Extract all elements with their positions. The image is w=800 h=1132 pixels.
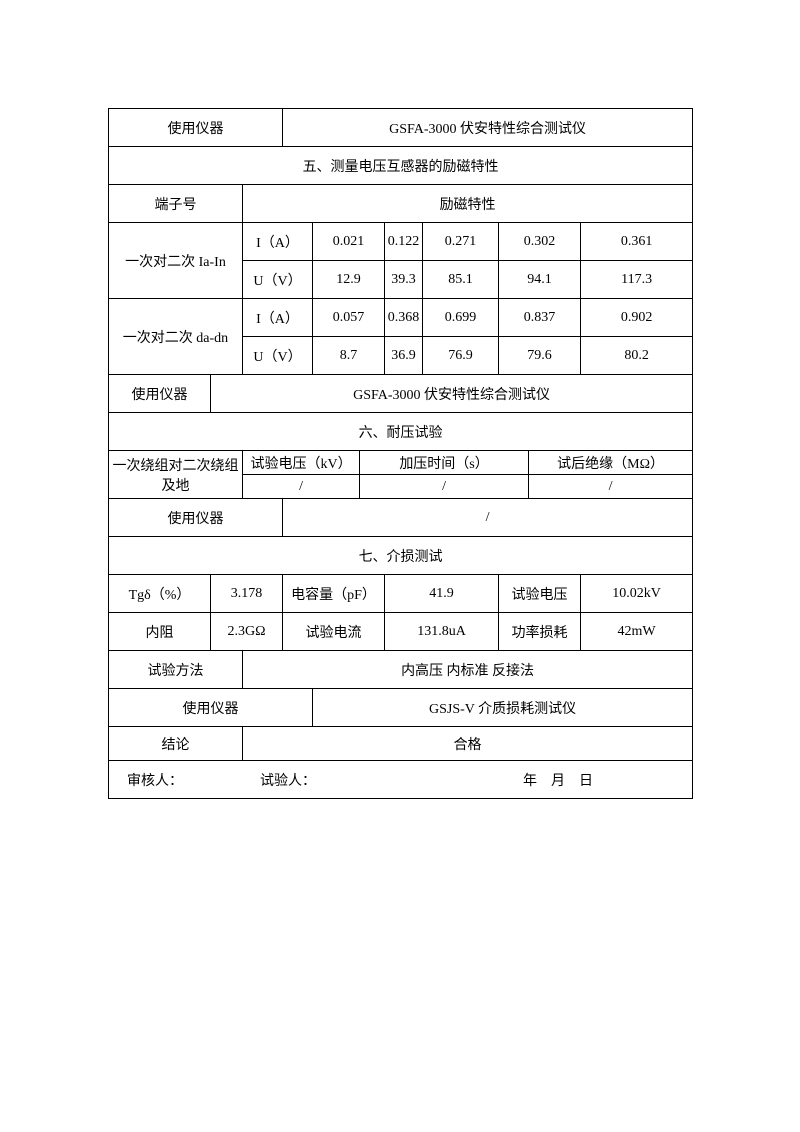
g1-r2-lab: U（V）	[243, 261, 313, 299]
g2-r1-1: 0.368	[385, 299, 423, 337]
g2-r2-0: 8.7	[313, 337, 385, 375]
g2-r1-3: 0.837	[499, 299, 581, 337]
withstand-h1: 试验电压（kV）	[243, 451, 360, 475]
section-6-title: 六、耐压试验	[109, 413, 693, 451]
footer-row: 审核人： 试验人： 年 月 日	[109, 761, 693, 799]
g1-r1-lab: I（A）	[243, 223, 313, 261]
g2-r2-lab: U（V）	[243, 337, 313, 375]
section-5-title: 五、测量电压互感器的励磁特性	[109, 147, 693, 185]
tan-r2-2: 试验电流	[283, 613, 385, 651]
g2-r1-lab: I（A）	[243, 299, 313, 337]
tan-r2-5: 42mW	[581, 613, 693, 651]
method-label: 试验方法	[109, 651, 243, 689]
method-value: 内高压 内标准 反接法	[243, 651, 693, 689]
date-label: 年 月 日	[523, 774, 593, 789]
g1-r2-3: 94.1	[499, 261, 581, 299]
g1-r2-0: 12.9	[313, 261, 385, 299]
withstand-label: 一次绕组对二次绕组及地	[109, 451, 243, 499]
excitation-header: 励磁特性	[243, 185, 693, 223]
instrument-value-3: /	[283, 499, 693, 537]
terminal-label: 端子号	[109, 185, 243, 223]
withstand-h3: 试后绝缘（MΩ）	[529, 451, 693, 475]
tester-label: 试验人：	[260, 774, 316, 789]
g2-r2-4: 80.2	[581, 337, 693, 375]
tan-r1-3: 41.9	[385, 575, 499, 613]
group2-label: 一次对二次 da-dn	[109, 299, 243, 375]
g2-r1-4: 0.902	[581, 299, 693, 337]
group1-label: 一次对二次 Ia-In	[109, 223, 243, 299]
g1-r2-2: 85.1	[423, 261, 499, 299]
g2-r1-0: 0.057	[313, 299, 385, 337]
g1-r1-3: 0.302	[499, 223, 581, 261]
tan-r2-3: 131.8uA	[385, 613, 499, 651]
instrument-label-4: 使用仪器	[109, 689, 313, 727]
tan-r1-2: 电容量（pF）	[283, 575, 385, 613]
g1-r2-4: 117.3	[581, 261, 693, 299]
tan-r1-0: Tgδ（%）	[109, 575, 211, 613]
g2-r2-3: 79.6	[499, 337, 581, 375]
instrument-label-2: 使用仪器	[109, 375, 211, 413]
withstand-v1: /	[243, 475, 360, 499]
g2-r1-2: 0.699	[423, 299, 499, 337]
tan-r2-1: 2.3GΩ	[211, 613, 283, 651]
instrument-value-2: GSFA-3000 伏安特性综合测试仪	[211, 375, 693, 413]
tan-r1-1: 3.178	[211, 575, 283, 613]
section-7-title: 七、介损测试	[109, 537, 693, 575]
g2-r2-2: 76.9	[423, 337, 499, 375]
tan-r1-4: 试验电压	[499, 575, 581, 613]
conclusion-value: 合格	[243, 727, 693, 761]
conclusion-label: 结论	[109, 727, 243, 761]
g1-r1-1: 0.122	[385, 223, 423, 261]
withstand-v2: /	[360, 475, 529, 499]
g1-r1-0: 0.021	[313, 223, 385, 261]
tan-r1-5: 10.02kV	[581, 575, 693, 613]
withstand-h2: 加压时间（s）	[360, 451, 529, 475]
g1-r2-1: 39.3	[385, 261, 423, 299]
test-report-table: 使用仪器 GSFA-3000 伏安特性综合测试仪 五、测量电压互感器的励磁特性 …	[108, 108, 693, 799]
g1-r1-4: 0.361	[581, 223, 693, 261]
tan-r2-0: 内阻	[109, 613, 211, 651]
auditor-label: 审核人：	[127, 774, 183, 789]
tan-r2-4: 功率损耗	[499, 613, 581, 651]
g1-r1-2: 0.271	[423, 223, 499, 261]
withstand-v3: /	[529, 475, 693, 499]
instrument-value-4: GSJS-V 介质损耗测试仪	[313, 689, 693, 727]
instrument-value-1: GSFA-3000 伏安特性综合测试仪	[283, 109, 693, 147]
g2-r2-1: 36.9	[385, 337, 423, 375]
instrument-label-1: 使用仪器	[109, 109, 283, 147]
instrument-label-3: 使用仪器	[109, 499, 283, 537]
